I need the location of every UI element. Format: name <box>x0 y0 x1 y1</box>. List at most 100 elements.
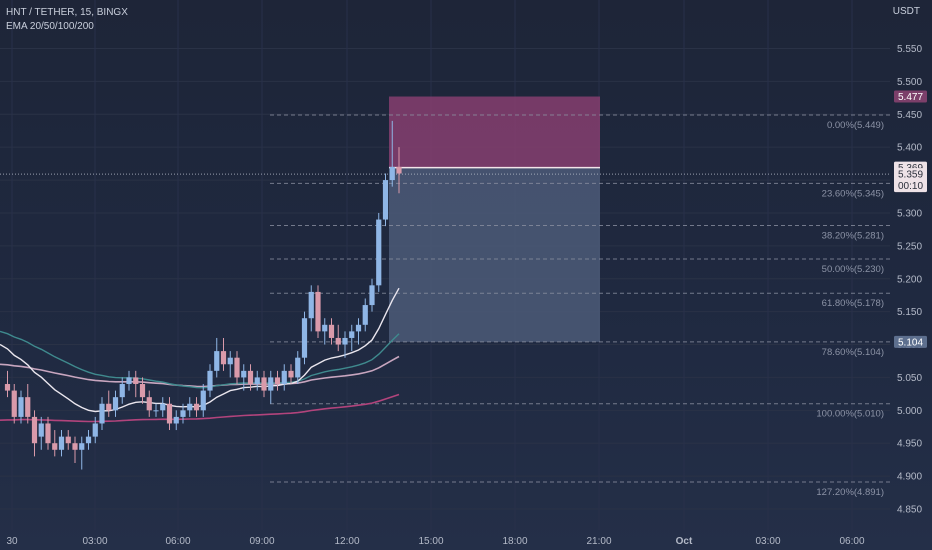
price-tick-label: 5.500 <box>897 77 922 88</box>
time-axis: 30 03:00 06:00 09:00 12:00 15:00 18:00 21:00 Oct… <box>6 536 865 547</box>
candle-body <box>4 384 11 391</box>
candle <box>200 384 206 417</box>
candle-body <box>355 324 362 332</box>
fib-level-label: 50.00%(5.230) <box>822 264 884 275</box>
candle <box>45 416 51 450</box>
candle-body <box>274 377 281 385</box>
candle <box>234 351 240 385</box>
time-tick-label: 15:00 <box>418 536 443 547</box>
candle <box>322 318 328 345</box>
price-tick-label: 4.900 <box>897 472 922 483</box>
fib-level-label: 78.60%(5.104) <box>822 347 884 358</box>
candle <box>274 370 281 391</box>
candle-body <box>139 384 146 398</box>
candle <box>126 370 132 391</box>
price-label-text: 5.359 <box>898 170 923 181</box>
candle-body <box>382 180 389 220</box>
candle-body <box>45 423 51 444</box>
candle-body <box>52 443 58 450</box>
candle <box>38 416 44 450</box>
candle-body <box>153 410 159 412</box>
candle-body <box>281 370 287 385</box>
fib-level-label: 0.00%(5.449) <box>827 120 884 131</box>
candle-body <box>65 436 71 444</box>
fib-level-label: 100.00%(5.010) <box>816 409 884 420</box>
candle <box>173 410 179 431</box>
candle-body <box>99 403 105 424</box>
time-tick-label: 03:00 <box>755 536 780 547</box>
candle <box>227 351 233 378</box>
candle-body <box>119 384 125 398</box>
price-tick-label: 5.000 <box>897 406 922 417</box>
price-tick-label: 5.150 <box>897 307 922 318</box>
candle-body <box>308 291 314 319</box>
candle <box>349 324 355 352</box>
fib-level-label: 23.60%(5.345) <box>822 188 884 199</box>
symbol-title[interactable]: HNT / TETHER, 15, BINGX <box>6 7 128 18</box>
candle-body <box>72 443 78 450</box>
indicator-legend[interactable]: EMA 20/50/100/200 <box>6 21 94 32</box>
candle-body <box>207 370 213 391</box>
candle-body <box>254 377 260 385</box>
candle-body <box>342 337 348 345</box>
candle <box>281 364 287 391</box>
candle-body <box>112 397 119 411</box>
countdown-text: 00:10 <box>898 181 923 192</box>
candle-body <box>349 331 355 338</box>
candle <box>355 318 362 345</box>
candle-body <box>79 443 85 450</box>
price-label-stop: 5.477 <box>894 90 927 103</box>
candle-body <box>180 410 186 417</box>
currency-label: USDT <box>893 6 920 17</box>
candle-body <box>31 416 38 444</box>
time-tick-label: 30 <box>6 536 18 547</box>
candle <box>79 436 85 470</box>
candle-body <box>25 397 31 417</box>
price-label-box <box>894 335 927 348</box>
price-tick-label: 4.950 <box>897 439 922 450</box>
candle <box>261 370 267 398</box>
candle <box>160 397 166 417</box>
candle-body <box>322 324 328 332</box>
candle <box>268 370 274 404</box>
candle-body <box>214 351 220 371</box>
candle-body <box>288 370 294 378</box>
time-tick-label: 06:00 <box>165 536 190 547</box>
price-label-box <box>894 168 927 193</box>
candle <box>376 212 382 292</box>
time-tick-label: 06:00 <box>839 536 864 547</box>
ema-20-line <box>0 287 400 413</box>
stop-loss-zone <box>389 96 600 168</box>
time-tick-label: 12:00 <box>334 536 359 547</box>
candle <box>389 120 395 187</box>
price-label-text: 5.477 <box>898 92 923 103</box>
candle <box>146 390 152 417</box>
candle <box>85 430 92 450</box>
candle <box>193 397 200 417</box>
candle <box>180 403 186 424</box>
candle-body <box>106 403 112 411</box>
candle-body <box>173 416 179 424</box>
candle-body <box>133 377 139 385</box>
time-tick-label: 18:00 <box>502 536 527 547</box>
candle-body <box>261 377 267 391</box>
price-tick-label: 4.850 <box>897 505 922 516</box>
candle-body <box>220 351 227 365</box>
ema-lines <box>0 287 400 423</box>
candle-body <box>18 397 24 417</box>
candle-body <box>295 357 301 378</box>
candle <box>11 384 17 424</box>
price-tick-label: 5.250 <box>897 241 922 252</box>
candle <box>112 390 119 417</box>
candle <box>362 298 368 332</box>
price-tick-label: 5.400 <box>897 143 922 154</box>
candle <box>247 364 254 391</box>
time-tick-label: 21:00 <box>586 536 611 547</box>
candle-body <box>126 377 132 385</box>
candle-body <box>146 397 152 411</box>
price-label-box <box>894 90 927 103</box>
price-axis: USDT5.5505.5005.4505.4005.3505.3005.2505… <box>893 6 923 516</box>
price-tick-label: 5.450 <box>897 110 922 121</box>
